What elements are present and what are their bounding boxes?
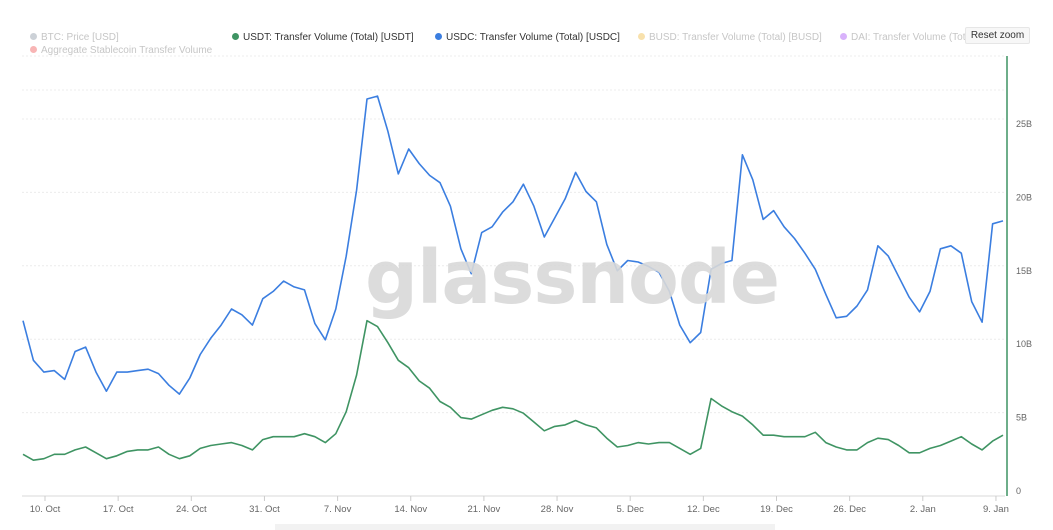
series-line-usdt bbox=[22, 319, 1004, 462]
series-line-usdc bbox=[22, 95, 1004, 395]
y-tick-label: 25B bbox=[1016, 119, 1032, 129]
y-tick-label: 5B bbox=[1016, 413, 1027, 423]
legend-clip: BTC: Price [USD] USDT: Transfer Volume (… bbox=[30, 31, 970, 61]
legend-label: DAI: Transfer Volume (Total) [DAI] bbox=[851, 32, 970, 43]
grid-lines bbox=[22, 55, 1005, 414]
x-tick-label: 9. Jan bbox=[983, 504, 1009, 515]
legend-dot-icon bbox=[30, 33, 37, 40]
legend-dot-icon bbox=[30, 46, 37, 53]
y-tick-label: 0 bbox=[1016, 486, 1021, 496]
x-tick-label: 2. Jan bbox=[910, 504, 936, 515]
x-tick-label: 24. Oct bbox=[176, 504, 207, 515]
x-tick-label: 5. Dec bbox=[616, 504, 644, 515]
legend-item-usdt[interactable]: USDT: Transfer Volume (Total) [USDT] bbox=[232, 31, 414, 44]
legend-label: BTC: Price [USD] bbox=[41, 32, 119, 43]
y-tick-label: 20B bbox=[1016, 192, 1032, 202]
legend-dot-icon bbox=[840, 33, 847, 40]
legend-dot-icon bbox=[638, 33, 645, 40]
legend-item-busd[interactable]: BUSD: Transfer Volume (Total) [BUSD] bbox=[638, 31, 822, 44]
x-tick-label: 19. Dec bbox=[760, 504, 793, 515]
legend-item-dai[interactable]: DAI: Transfer Volume (Total) [DAI] bbox=[840, 31, 970, 44]
reset-zoom-button[interactable]: Reset zoom bbox=[965, 27, 1030, 44]
x-tick-label: 28. Nov bbox=[541, 504, 574, 515]
y-tick-label: 10B bbox=[1016, 339, 1032, 349]
x-axis: 10. Oct 17. Oct 24. Oct 31. Oct 7. Nov 14. No… bbox=[30, 496, 1009, 515]
legend-item-aggregate[interactable]: Aggregate Stablecoin Transfer Volume bbox=[30, 44, 212, 57]
legend-dot-icon bbox=[232, 33, 239, 40]
navigator-scrollbar[interactable] bbox=[275, 524, 775, 530]
legend-item-usdc[interactable]: USDC: Transfer Volume (Total) [USDC] bbox=[435, 31, 620, 44]
x-tick-label: 7. Nov bbox=[324, 504, 352, 515]
x-tick-label: 26. Dec bbox=[833, 504, 866, 515]
legend-label: USDC: Transfer Volume (Total) [USDC] bbox=[446, 32, 620, 43]
x-tick-label: 10. Oct bbox=[30, 504, 61, 515]
x-tick-label: 17. Oct bbox=[103, 504, 134, 515]
legend-label: BUSD: Transfer Volume (Total) [BUSD] bbox=[649, 32, 822, 43]
x-tick-label: 14. Nov bbox=[394, 504, 427, 515]
legend-label: Aggregate Stablecoin Transfer Volume bbox=[41, 45, 213, 56]
y-tick-label: 15B bbox=[1016, 266, 1032, 276]
x-tick-label: 31. Oct bbox=[249, 504, 280, 515]
x-tick-label: 21. Nov bbox=[468, 504, 501, 515]
legend-item-btc-price[interactable]: BTC: Price [USD] bbox=[30, 31, 119, 44]
x-tick-label: 12. Dec bbox=[687, 504, 720, 515]
plot-series bbox=[22, 95, 1004, 462]
legend-label: USDT: Transfer Volume (Total) [USDT] bbox=[243, 32, 414, 43]
y-axis: 0 5B 10B 15B 20B 25B bbox=[1016, 119, 1032, 496]
legend-dot-icon bbox=[435, 33, 442, 40]
